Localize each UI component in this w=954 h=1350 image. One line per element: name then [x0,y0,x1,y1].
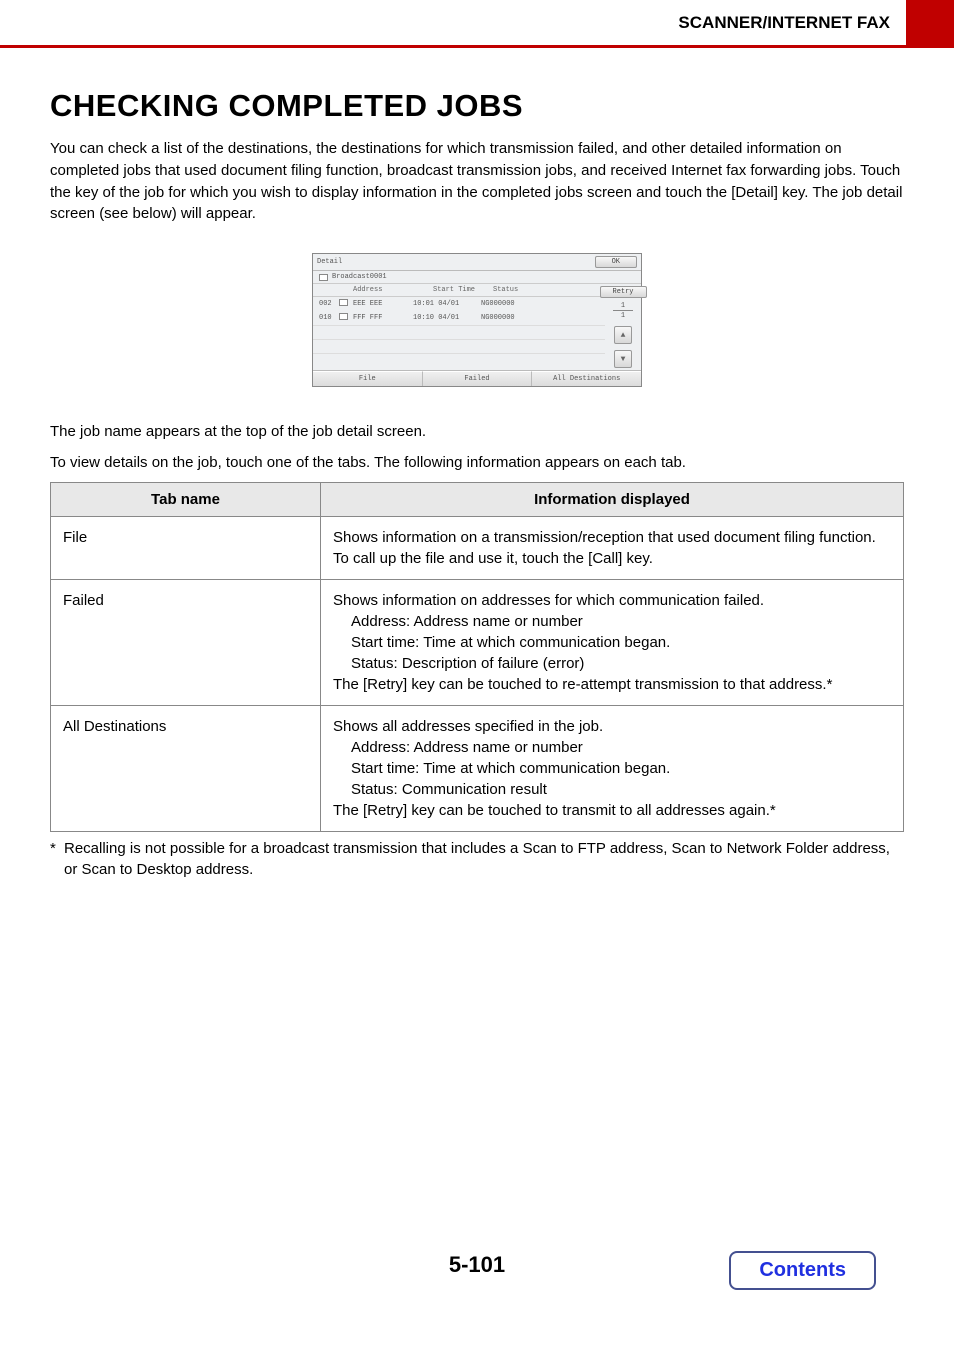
tab-file[interactable]: File [313,371,423,386]
scroll-up-button[interactable]: ▲ [614,326,632,344]
page-current: 1 [613,302,633,311]
subtext-1: The job name appears at the top of the j… [50,421,904,444]
row-num: 010 [319,314,339,322]
detail-title: Detail [317,258,342,266]
job-name: Broadcast0001 [332,273,387,281]
ok-button[interactable]: OK [595,256,637,268]
row-status: NG000000 [481,300,531,308]
row-name: FFF FFF [353,314,413,322]
cell-tab-name: All Destinations [51,706,321,832]
detail-panel: Detail OK Broadcast0001 Address Start Ti… [312,253,642,387]
section-title: SCANNER/INTERNET FAX [678,13,890,33]
page-title: CHECKING COMPLETED JOBS [50,88,904,124]
page-content: CHECKING COMPLETED JOBS You can check a … [0,48,954,880]
footnote: * Recalling is not possible for a broadc… [50,838,904,880]
cell-tab-name: File [51,517,321,580]
retry-button[interactable]: Retry [600,286,647,298]
row-name: EEE EEE [353,300,413,308]
header-bar: SCANNER/INTERNET FAX [0,0,954,48]
table-row: File Shows information on a transmission… [51,517,904,580]
tab-info-table: Tab name Information displayed File Show… [50,482,904,832]
col-status: Status [493,286,543,294]
broadcast-icon [319,274,328,281]
subtext-2: To view details on the job, touch one of… [50,452,904,475]
page-total: 1 [621,312,625,320]
tab-all-destinations[interactable]: All Destinations [532,371,641,386]
tab-failed[interactable]: Failed [423,371,533,386]
row-time: 10:01 04/01 [413,300,481,308]
mail-icon [339,299,348,306]
cell-info: Shows information on addresses for which… [321,580,904,706]
contents-button[interactable]: Contents [729,1251,876,1290]
footnote-marker: * [50,838,64,880]
table-row: All Destinations Shows all addresses spe… [51,706,904,832]
table-row: Failed Shows information on addresses fo… [51,580,904,706]
scroll-down-button[interactable]: ▼ [614,350,632,368]
row-status: NG000000 [481,314,531,322]
row-num: 002 [319,300,339,308]
th-info: Information displayed [321,483,904,517]
cell-tab-name: Failed [51,580,321,706]
col-start: Start Time [433,286,493,294]
table-row[interactable]: 010 FFF FFF 10:10 04/01 NG000000 [313,311,605,325]
row-time: 10:10 04/01 [413,314,481,322]
th-tab-name: Tab name [51,483,321,517]
mail-icon [339,313,348,320]
footnote-text: Recalling is not possible for a broadcas… [64,838,904,880]
cell-info: Shows information on a transmission/rece… [321,517,904,580]
header-tab-marker [906,0,954,47]
col-address: Address [353,286,433,294]
cell-info: Shows all addresses specified in the job… [321,706,904,832]
intro-text: You can check a list of the destinations… [50,138,904,225]
table-row[interactable]: 002 EEE EEE 10:01 04/01 NG000000 [313,297,605,311]
